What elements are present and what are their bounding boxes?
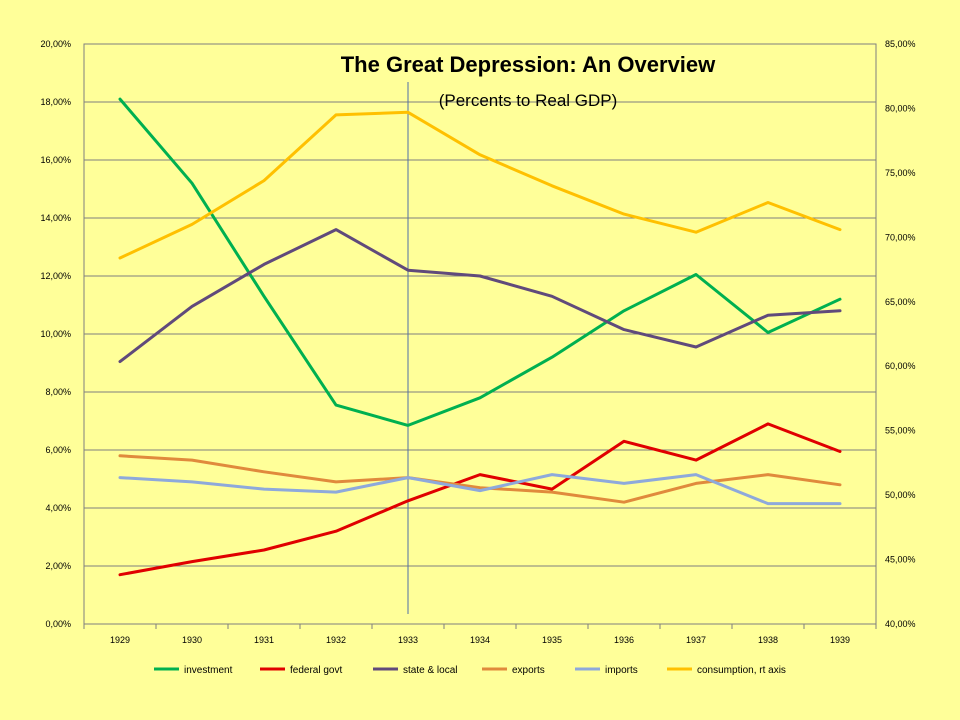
x-tick-label: 1930 (182, 635, 202, 645)
legend-label: investment (184, 665, 233, 676)
x-axis-ticks: 1929 1930 1931 1932 1933 1934 1935 1936 1937 1938… (83, 624, 877, 645)
right-tick-label: 45,00% (885, 555, 916, 565)
legend-label: state & local (403, 665, 457, 676)
left-tick-label: 6,00% (45, 445, 71, 455)
x-tick-label: 1937 (686, 635, 706, 645)
series-line-consumption-rt-axis (118, 110, 842, 260)
legend-label: exports (512, 665, 545, 676)
right-tick-label: 70,00% (885, 232, 916, 242)
series-lines (118, 97, 842, 577)
x-tick-label: 1933 (398, 635, 418, 645)
x-tick-label: 1936 (614, 635, 634, 645)
left-tick-label: 2,00% (45, 561, 71, 571)
right-tick-label: 75,00% (885, 168, 916, 178)
left-tick-label: 10,00% (40, 329, 71, 339)
left-tick-label: 14,00% (40, 213, 71, 223)
left-tick-label: 16,00% (40, 155, 71, 165)
left-tick-label: 18,00% (40, 97, 71, 107)
right-tick-label: 40,00% (885, 619, 916, 629)
right-tick-label: 55,00% (885, 426, 916, 436)
right-axis-ticks: 40,00% 45,00% 50,00% 55,00% 60,00% 65,00% 70,0… (885, 39, 916, 629)
series-line-investment (118, 97, 842, 427)
right-tick-label: 85,00% (885, 39, 916, 49)
left-tick-label: 20,00% (40, 39, 71, 49)
x-tick-label: 1931 (254, 635, 274, 645)
legend-label: federal govt (290, 665, 342, 676)
series-line-exports (118, 454, 842, 504)
chart-title: The Great Depression: An Overview (341, 52, 716, 77)
series-line-federal-govt (118, 422, 842, 577)
right-tick-label: 50,00% (885, 490, 916, 500)
x-tick-label: 1938 (758, 635, 778, 645)
legend: investment federal govt state & local expor… (154, 665, 786, 676)
left-tick-label: 0,00% (45, 619, 71, 629)
x-tick-label: 1929 (110, 635, 130, 645)
series-line-state-local (118, 228, 842, 364)
right-tick-label: 65,00% (885, 297, 916, 307)
left-tick-label: 12,00% (40, 271, 71, 281)
left-tick-label: 4,00% (45, 503, 71, 513)
gridlines (84, 43, 876, 625)
chart-subtitle: (Percents to Real GDP) (439, 91, 618, 110)
x-tick-label: 1934 (470, 635, 490, 645)
x-tick-label: 1935 (542, 635, 562, 645)
legend-label: consumption, rt axis (697, 665, 786, 676)
right-tick-label: 80,00% (885, 103, 916, 113)
legend-label: imports (605, 665, 638, 676)
right-tick-label: 60,00% (885, 361, 916, 371)
series-line-imports (118, 473, 842, 506)
x-tick-label: 1932 (326, 635, 346, 645)
left-axis-ticks: 0,00% 2,00% 4,00% 6,00% 8,00% 10,00% 12,00% 14,… (40, 39, 71, 629)
x-tick-label: 1939 (830, 635, 850, 645)
left-tick-label: 8,00% (45, 387, 71, 397)
